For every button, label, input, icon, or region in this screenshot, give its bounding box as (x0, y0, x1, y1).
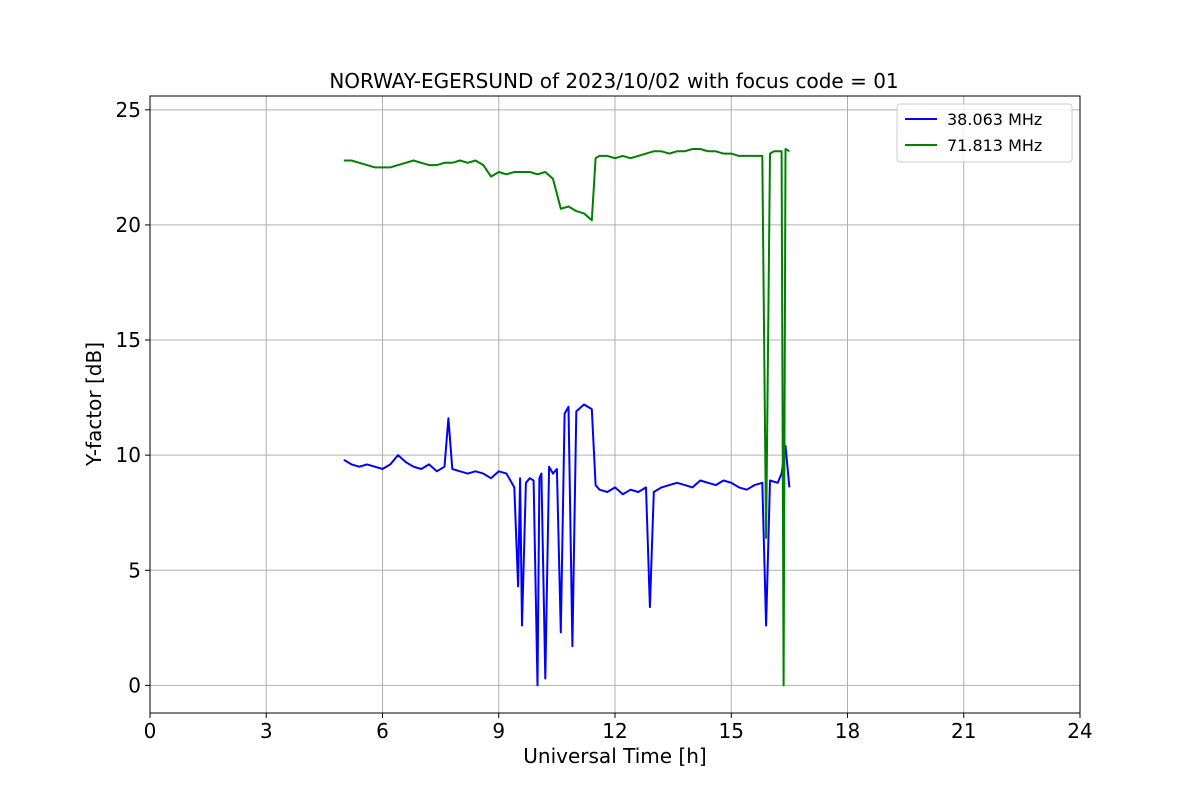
x-tick-label: 18 (835, 719, 860, 743)
series-line-0 (343, 403, 791, 687)
x-tick-label: 24 (1067, 719, 1092, 743)
chart-title: NORWAY-EGERSUND of 2023/10/02 with focus… (329, 69, 898, 93)
series-line-1 (343, 148, 790, 687)
y-tick-label: 0 (128, 673, 141, 697)
grid (149, 96, 1081, 713)
x-axis-label: Universal Time [h] (523, 744, 706, 768)
x-axis: 0 3 6 9 12 15 18 21 24 (144, 713, 1093, 743)
x-tick-label: 6 (376, 719, 389, 743)
x-tick-label: 15 (719, 719, 744, 743)
y-tick-label: 15 (116, 328, 141, 352)
legend: 38.063 MHz 71.813 MHz (896, 103, 1073, 163)
x-tick-label: 3 (260, 719, 273, 743)
legend-box (896, 103, 1073, 163)
legend-label: 71.813 MHz (947, 136, 1042, 155)
y-axis: 0 5 10 15 20 25 (116, 98, 150, 697)
plot-lines (343, 148, 791, 687)
y-axis-label: Y-factor [dB] (82, 342, 106, 467)
x-tick-label: 21 (951, 719, 976, 743)
y-tick-label: 25 (116, 98, 141, 122)
y-tick-label: 20 (116, 213, 141, 237)
y-tick-label: 5 (128, 558, 141, 582)
x-tick-label: 0 (144, 719, 157, 743)
x-tick-label: 12 (602, 719, 627, 743)
legend-label: 38.063 MHz (947, 110, 1042, 129)
x-tick-label: 9 (492, 719, 505, 743)
y-tick-label: 10 (116, 443, 141, 467)
